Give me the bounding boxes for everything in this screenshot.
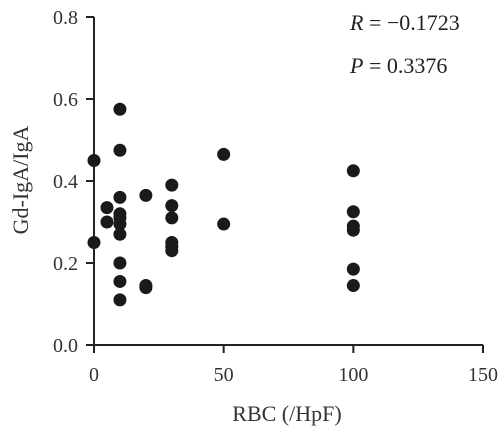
data-point (346, 279, 360, 293)
data-point (113, 102, 127, 116)
data-point (100, 201, 114, 215)
r-statistic: R = −0.1723 (349, 10, 460, 35)
data-point (113, 217, 127, 231)
data-point (165, 244, 179, 258)
p-statistic-value: = 0.3376 (363, 53, 447, 78)
x-tick-label: 0 (89, 364, 99, 386)
y-tick-label: 0.0 (53, 335, 78, 357)
r-statistic-value: = −0.1723 (363, 10, 459, 35)
r-statistic-var: R (349, 10, 364, 35)
data-point (139, 281, 153, 295)
data-point (113, 256, 127, 270)
x-tick-label: 100 (338, 364, 368, 386)
data-point (217, 147, 231, 161)
data-point (217, 217, 231, 231)
data-point (346, 164, 360, 178)
data-point (165, 199, 179, 213)
data-point (100, 215, 114, 229)
data-point (113, 274, 127, 288)
x-axis-title: RBC (/HpF) (232, 401, 341, 426)
ticks: 0 50 100 150 0.0 0.2 0.4 0.6 0.8 (53, 7, 498, 386)
p-statistic-var: P (349, 53, 363, 78)
data-point (165, 178, 179, 192)
data-point (346, 262, 360, 276)
p-statistic: P = 0.3376 (349, 53, 447, 78)
data-point (346, 223, 360, 237)
y-axis-title: Gd-IgA/IgA (8, 126, 33, 235)
data-point (87, 236, 101, 249)
x-tick-label: 50 (214, 364, 234, 386)
data-point (113, 190, 127, 204)
data-point (165, 211, 179, 225)
data-point (139, 188, 153, 202)
y-tick-label: 0.2 (53, 253, 78, 275)
x-tick-label: 150 (468, 364, 498, 386)
data-point (346, 205, 360, 219)
data-point (87, 154, 101, 167)
data-point (113, 143, 127, 157)
y-tick-label: 0.6 (53, 89, 78, 111)
data-points (87, 102, 360, 307)
y-tick-label: 0.4 (53, 171, 78, 193)
data-point (113, 227, 127, 241)
y-tick-label: 0.8 (53, 7, 78, 29)
data-point (113, 293, 127, 307)
